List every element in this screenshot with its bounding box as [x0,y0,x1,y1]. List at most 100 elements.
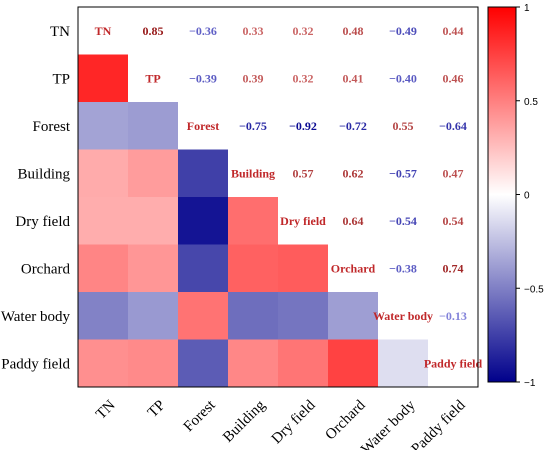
correlation-value-label: −0.36 [189,24,217,38]
heatmap-cell [328,339,379,388]
correlation-value-label: −0.13 [439,309,467,323]
column-label: Forest [181,397,219,435]
column-label: Orchard [323,397,369,443]
row-label: Orchard [21,261,71,277]
correlation-value-label: −0.40 [389,71,417,85]
diagonal-label: TN [95,24,112,38]
row-label: TN [50,24,70,40]
correlation-value-label: 0.64 [343,214,364,228]
correlation-value-label: 0.62 [343,166,364,180]
column-label: Building [220,397,269,446]
correlation-value-label: 0.74 [443,261,464,275]
colorbar-tick-label: −0.5 [524,284,544,295]
diagonal-cell [278,197,328,245]
diagonal-label: Building [231,166,275,180]
heatmap-cell [178,244,229,293]
row-label: TP [52,71,70,87]
heatmap-cell [228,197,279,245]
heatmap-cell [128,197,179,245]
heatmap-cell [78,54,129,103]
correlation-value-label: −0.92 [289,119,317,133]
correlation-value-label: −0.75 [239,119,267,133]
heatmap-cell [178,339,229,388]
heatmap-cell [228,339,279,388]
diagonal-cell [428,339,478,387]
heatmap-cell [178,149,229,198]
plot-border [77,6,479,388]
heatmap-cell [278,339,329,388]
heatmap-cell [378,339,429,388]
heatmap-cell [128,339,179,388]
column-label: TP [145,397,169,421]
correlation-value-label: 0.85 [143,24,164,38]
heatmap-cell [278,244,329,293]
column-label: Water body [358,397,419,450]
heatmap-cell-text: TN 0.85 −0.36 0.33 0.32 0.48 −0.49 0.44 TP −0.39 0… [95,24,483,371]
colorbar-tick-label: 0 [524,191,530,202]
diagonal-cell [328,244,378,292]
correlation-value-label: 0.46 [443,71,464,85]
row-label: Paddy field [1,356,70,372]
correlation-value-label: −0.39 [189,71,217,85]
heatmap-cell [128,149,179,198]
correlation-value-label: 0.32 [293,71,314,85]
colorbar-tick-label: 1 [524,3,530,14]
diagonal-label: Paddy field [424,356,483,370]
correlation-value-label: 0.47 [443,166,464,180]
column-label: Paddy field [409,397,469,450]
row-label: Dry field [15,214,70,230]
diagonal-cell [128,54,178,102]
heatmap-cell [128,292,179,340]
diagonal-cell [228,149,278,197]
heatmap-cell [228,292,279,340]
correlation-value-label: −0.38 [389,261,417,275]
colorbar-tick-label: −1 [524,378,536,389]
heatmap-cells [78,7,478,388]
correlation-value-label: 0.55 [393,119,414,133]
column-label: Dry field [269,397,319,447]
heatmap-cell [328,292,379,340]
correlation-value-label: −0.64 [439,119,467,133]
diagonal-cell [178,102,228,150]
colorbar [487,6,517,383]
correlation-value-label: 0.54 [443,214,464,228]
heatmap-cell [78,102,129,150]
heatmap-cell [228,244,279,293]
correlation-value-label: −0.54 [389,214,417,228]
colorbar-tick-label: 0.5 [524,97,538,108]
heatmap-cell [78,292,129,340]
row-label: Water body [1,309,71,325]
correlation-value-label: 0.33 [243,24,264,38]
diagonal-label: Forest [187,119,219,133]
diagonal-cell [378,292,428,340]
correlation-value-label: −0.49 [389,24,417,38]
colorbar-ticks: 1 0.5 0 −0.5 −1 [516,3,544,389]
heatmap-cell [178,197,229,245]
heatmap-cell [178,292,229,340]
correlation-value-label: 0.41 [343,71,364,85]
correlation-value-label: −0.57 [389,166,417,180]
diagonal-label: TP [145,71,160,85]
correlation-value-label: 0.57 [293,166,314,180]
correlation-value-label: −0.72 [339,119,367,133]
heatmap-cell [78,339,129,388]
heatmap-cell [78,197,129,245]
heatmap-cell [128,244,179,293]
correlation-value-label: 0.32 [293,24,314,38]
diagonal-label: Dry field [280,214,326,228]
heatmap-cell [78,244,129,293]
correlation-value-label: 0.39 [243,71,264,85]
column-label: TN [93,397,119,423]
heatmap-cell [78,149,129,198]
row-labels: TN TP Forest Building Dry field Orchard Water … [1,24,71,373]
diagonal-cell [78,7,128,55]
heatmap-cell [128,102,179,150]
column-labels: TN TP Forest Building Dry field OrchardWater … [93,397,469,450]
correlation-value-label: 0.48 [343,24,364,38]
row-label: Forest [33,119,71,135]
heatmap-cell [278,292,329,340]
diagonal-label: Orchard [331,261,376,275]
row-label: Building [17,166,70,182]
correlation-value-label: 0.44 [443,24,464,38]
